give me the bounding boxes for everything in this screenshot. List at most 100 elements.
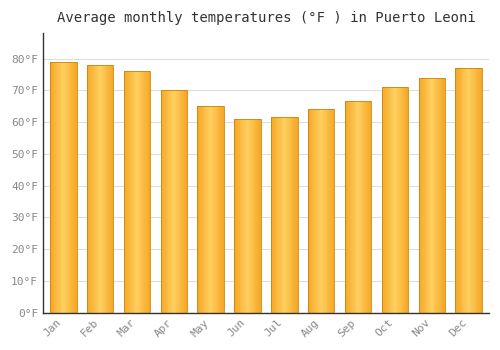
Bar (180, 90, 181, 313)
Bar (309, 110, 310, 313)
Bar (418, 78, 420, 313)
Bar (132, 71, 134, 313)
Bar (460, 68, 462, 313)
Bar (234, 119, 261, 313)
Bar (248, 119, 250, 313)
Bar (260, 119, 261, 313)
Bar (370, 102, 372, 313)
Bar (92, 65, 93, 313)
Bar (148, 71, 150, 313)
Bar (323, 110, 324, 313)
Bar (273, 117, 274, 313)
Bar (357, 102, 358, 313)
Bar (359, 102, 360, 313)
Bar (439, 78, 440, 313)
Bar (135, 71, 136, 313)
Bar (137, 71, 138, 313)
Bar (346, 102, 348, 313)
Bar (217, 106, 218, 313)
Bar (349, 102, 350, 313)
Bar (209, 106, 210, 313)
Bar (251, 119, 252, 313)
Bar (138, 71, 140, 313)
Bar (124, 71, 126, 313)
Bar (71, 62, 72, 313)
Bar (58, 62, 59, 313)
Bar (423, 78, 424, 313)
Bar (421, 78, 422, 313)
Bar (329, 110, 330, 313)
Bar (295, 117, 296, 313)
Bar (72, 62, 73, 313)
Bar (385, 87, 386, 313)
Bar (437, 78, 438, 313)
Bar (424, 78, 426, 313)
Bar (212, 106, 214, 313)
Bar (284, 117, 285, 313)
Bar (124, 71, 150, 313)
Bar (112, 65, 114, 313)
Bar (316, 110, 317, 313)
Bar (365, 102, 366, 313)
Bar (348, 102, 349, 313)
Bar (128, 71, 129, 313)
Bar (101, 65, 102, 313)
Bar (308, 110, 309, 313)
Bar (366, 102, 367, 313)
Bar (432, 78, 434, 313)
Bar (258, 119, 259, 313)
Bar (94, 65, 95, 313)
Bar (144, 71, 145, 313)
Bar (95, 65, 96, 313)
Bar (90, 65, 91, 313)
Bar (467, 68, 468, 313)
Bar (98, 65, 99, 313)
Bar (107, 65, 108, 313)
Bar (481, 68, 482, 313)
Bar (272, 117, 273, 313)
Bar (406, 87, 408, 313)
Bar (436, 78, 437, 313)
Bar (235, 119, 236, 313)
Bar (160, 90, 187, 313)
Bar (173, 90, 174, 313)
Bar (382, 87, 408, 313)
Bar (184, 90, 186, 313)
Bar (293, 117, 294, 313)
Bar (313, 110, 314, 313)
Bar (252, 119, 253, 313)
Bar (163, 90, 164, 313)
Bar (279, 117, 280, 313)
Bar (204, 106, 206, 313)
Bar (257, 119, 258, 313)
Bar (480, 68, 481, 313)
Bar (108, 65, 109, 313)
Bar (198, 106, 224, 313)
Bar (290, 117, 292, 313)
Bar (387, 87, 388, 313)
Bar (474, 68, 475, 313)
Bar (145, 71, 146, 313)
Bar (50, 62, 51, 313)
Bar (332, 110, 334, 313)
Bar (109, 65, 110, 313)
Bar (93, 65, 94, 313)
Bar (274, 117, 276, 313)
Bar (396, 87, 398, 313)
Bar (104, 65, 106, 313)
Bar (398, 87, 400, 313)
Bar (206, 106, 207, 313)
Bar (178, 90, 179, 313)
Bar (129, 71, 130, 313)
Bar (308, 110, 334, 313)
Bar (134, 71, 135, 313)
Bar (91, 65, 92, 313)
Bar (465, 68, 466, 313)
Bar (400, 87, 401, 313)
Bar (88, 65, 90, 313)
Bar (292, 117, 293, 313)
Bar (57, 62, 58, 313)
Bar (470, 68, 472, 313)
Bar (354, 102, 356, 313)
Bar (478, 68, 479, 313)
